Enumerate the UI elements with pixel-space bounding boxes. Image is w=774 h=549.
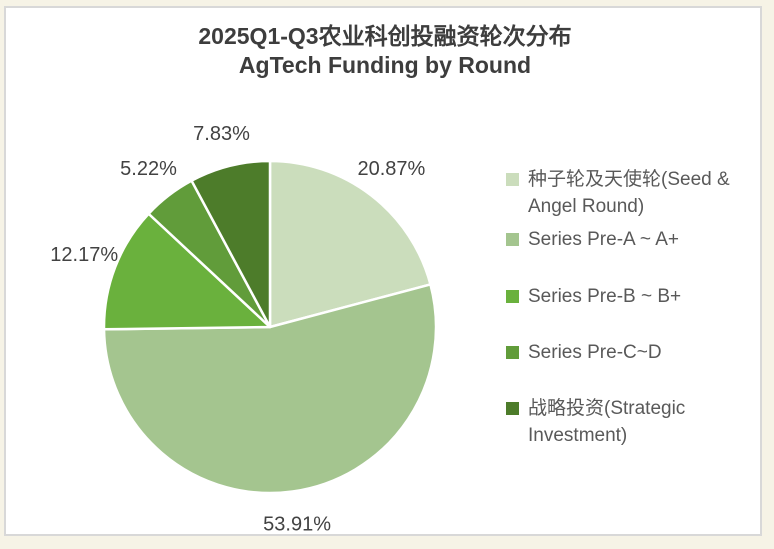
- pie-slice-0: [268, 159, 432, 329]
- pie-slice-1: [102, 283, 438, 495]
- legend-swatch: [506, 290, 519, 303]
- chart-title: 2025Q1-Q3农业科创投融资轮次分布 AgTech Funding by R…: [4, 21, 766, 80]
- legend-swatch: [506, 173, 519, 186]
- legend-label: 种子轮及天使轮(Seed & Angel Round): [528, 169, 730, 217]
- legend-label: Series Pre-A ~ A+: [528, 229, 680, 250]
- legend-label: 战略投资(Strategic Investment): [528, 398, 686, 446]
- chart-legend: 种子轮及天使轮(Seed & Angel Round) Series Pre-A …: [506, 0, 746, 549]
- legend-swatch: [506, 233, 519, 246]
- slice-percent-label: 20.87%: [357, 158, 425, 180]
- slice-percent-label: 12.17%: [50, 244, 118, 266]
- legend-item-2: Series Pre-B ~ B+: [506, 283, 744, 310]
- pie-slice-4: [190, 159, 272, 329]
- chart-title-line-cn: 2025Q1-Q3农业科创投融资轮次分布: [198, 23, 572, 49]
- legend-item-0: 种子轮及天使轮(Seed & Angel Round): [506, 166, 744, 220]
- slice-percent-label: 5.22%: [120, 158, 177, 180]
- legend-item-4: 战略投资(Strategic Investment): [506, 395, 744, 449]
- slice-percent-label: 53.91%: [263, 513, 331, 535]
- legend-label: Series Pre-C~D: [528, 342, 662, 363]
- legend-label: Series Pre-B ~ B+: [528, 286, 682, 307]
- pie-slice-2: [102, 212, 272, 331]
- legend-item-3: Series Pre-C~D: [506, 339, 744, 366]
- chart-title-line-en: AgTech Funding by Round: [238, 52, 532, 78]
- legend-swatch: [506, 346, 519, 359]
- legend-swatch: [506, 402, 519, 415]
- legend-item-1: Series Pre-A ~ A+: [506, 226, 744, 253]
- slice-percent-label: 7.83%: [193, 123, 250, 145]
